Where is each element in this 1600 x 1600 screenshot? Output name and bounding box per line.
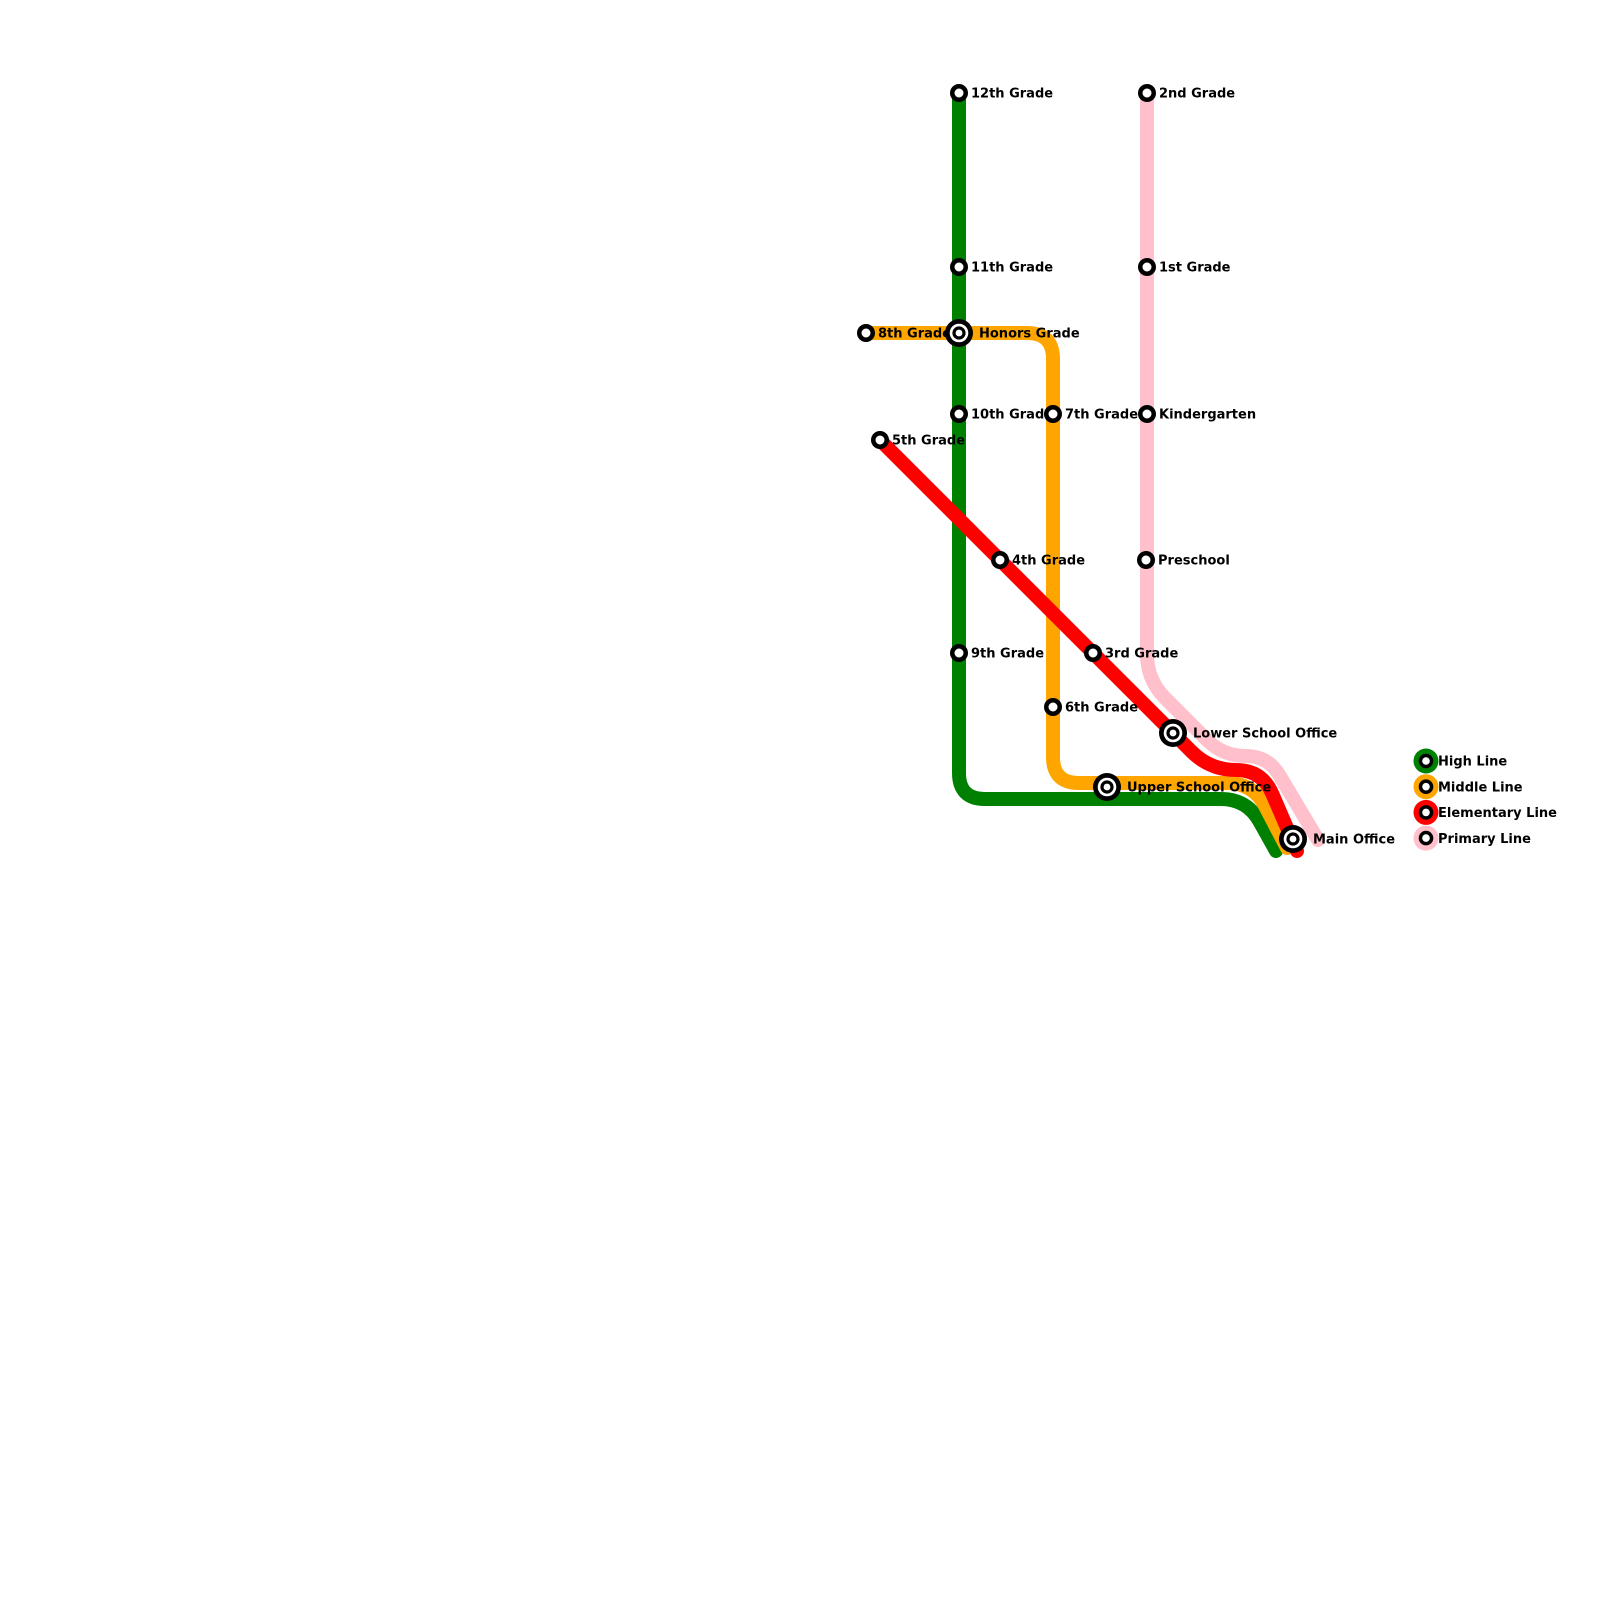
station-label: 7th Grade: [1065, 408, 1138, 423]
legend-item-primary-line: Primary Line: [1413, 825, 1531, 851]
station-3rd-grade: 3rd Grade: [1084, 644, 1178, 662]
station-honors-grade: Honors Grade: [945, 319, 1080, 347]
station-8th-grade: 8th Grade: [857, 324, 951, 342]
station-kindergarten: Kindergarten: [1138, 405, 1256, 423]
station-marker-icon: [1137, 551, 1155, 569]
station-marker-icon: [871, 431, 889, 449]
station-label: 5th Grade: [892, 434, 965, 449]
legend-marker-center: [1422, 834, 1430, 842]
station-marker-icon: [991, 551, 1009, 569]
station-marker-icon: [950, 405, 968, 423]
station-label: 6th Grade: [1065, 701, 1138, 716]
interchange-marker-center: [955, 329, 963, 337]
line-elementary-line: [873, 433, 1304, 858]
station-label: 11th Grade: [971, 261, 1053, 276]
station-marker-icon: [1138, 84, 1156, 102]
legend-item-elementary-line: Elementary Line: [1413, 799, 1557, 825]
station-2nd-grade: 2nd Grade: [1138, 84, 1235, 102]
station-12th-grade: 12th Grade: [950, 84, 1053, 102]
legend-marker-center: [1422, 808, 1430, 817]
legend-label: Elementary Line: [1438, 806, 1557, 821]
line-middle-line: [859, 326, 1294, 855]
station-marker-icon: [950, 644, 968, 662]
station-main-office: Main Office: [1279, 825, 1395, 853]
station-label: Honors Grade: [979, 327, 1080, 342]
line-primary-line: [1140, 86, 1325, 847]
station-marker-icon: [1044, 405, 1062, 423]
station-label: Lower School Office: [1193, 727, 1337, 742]
station-marker-icon: [950, 84, 968, 102]
legend-label: Primary Line: [1438, 832, 1531, 847]
legend-item-middle-line: Middle Line: [1413, 774, 1523, 800]
station-marker-icon: [950, 258, 968, 276]
station-5th-grade: 5th Grade: [871, 431, 965, 449]
station-9th-grade: 9th Grade: [950, 644, 1044, 662]
legend-item-high-line: High Line: [1413, 748, 1507, 774]
station-label: Preschool: [1158, 554, 1230, 569]
station-marker-icon: [1138, 405, 1156, 423]
station-label: 2nd Grade: [1159, 87, 1235, 102]
interchange-marker-center: [1103, 783, 1111, 791]
station-label: 12th Grade: [971, 87, 1053, 102]
station-marker-icon: [1084, 644, 1102, 662]
legend-label: Middle Line: [1438, 780, 1523, 795]
station-label: 1st Grade: [1159, 261, 1231, 276]
station-label: 8th Grade: [878, 327, 951, 342]
station-upper-school-office: Upper School Office: [1093, 773, 1271, 801]
station-label: Main Office: [1313, 833, 1395, 848]
station-marker-icon: [1044, 698, 1062, 716]
station-label: Upper School Office: [1127, 781, 1271, 796]
interchange-marker-center: [1289, 835, 1297, 843]
legend-marker-center: [1422, 782, 1430, 791]
station-label: Kindergarten: [1159, 408, 1256, 423]
station-marker-icon: [857, 324, 875, 342]
station-label: 3rd Grade: [1105, 647, 1178, 662]
station-marker-icon: [1138, 258, 1156, 276]
legend-label: High Line: [1438, 755, 1507, 770]
station-4th-grade: 4th Grade: [991, 551, 1085, 569]
station-10th-grade: 10th Grade: [950, 405, 1053, 423]
station-7th-grade: 7th Grade: [1044, 405, 1138, 423]
legend: High Line Middle Line Elementary Line Prima…: [1413, 748, 1557, 851]
station-label: 9th Grade: [971, 647, 1044, 662]
station-label: 10th Grade: [971, 408, 1053, 423]
interchange-marker-center: [1169, 729, 1177, 737]
station-11th-grade: 11th Grade: [950, 258, 1053, 276]
station-1st-grade: 1st Grade: [1138, 258, 1231, 276]
station-6th-grade: 6th Grade: [1044, 698, 1138, 716]
station-lower-school-office: Lower School Office: [1159, 719, 1337, 747]
station-label: 4th Grade: [1012, 554, 1085, 569]
station-preschool: Preschool: [1137, 551, 1230, 569]
legend-marker-center: [1422, 757, 1430, 765]
